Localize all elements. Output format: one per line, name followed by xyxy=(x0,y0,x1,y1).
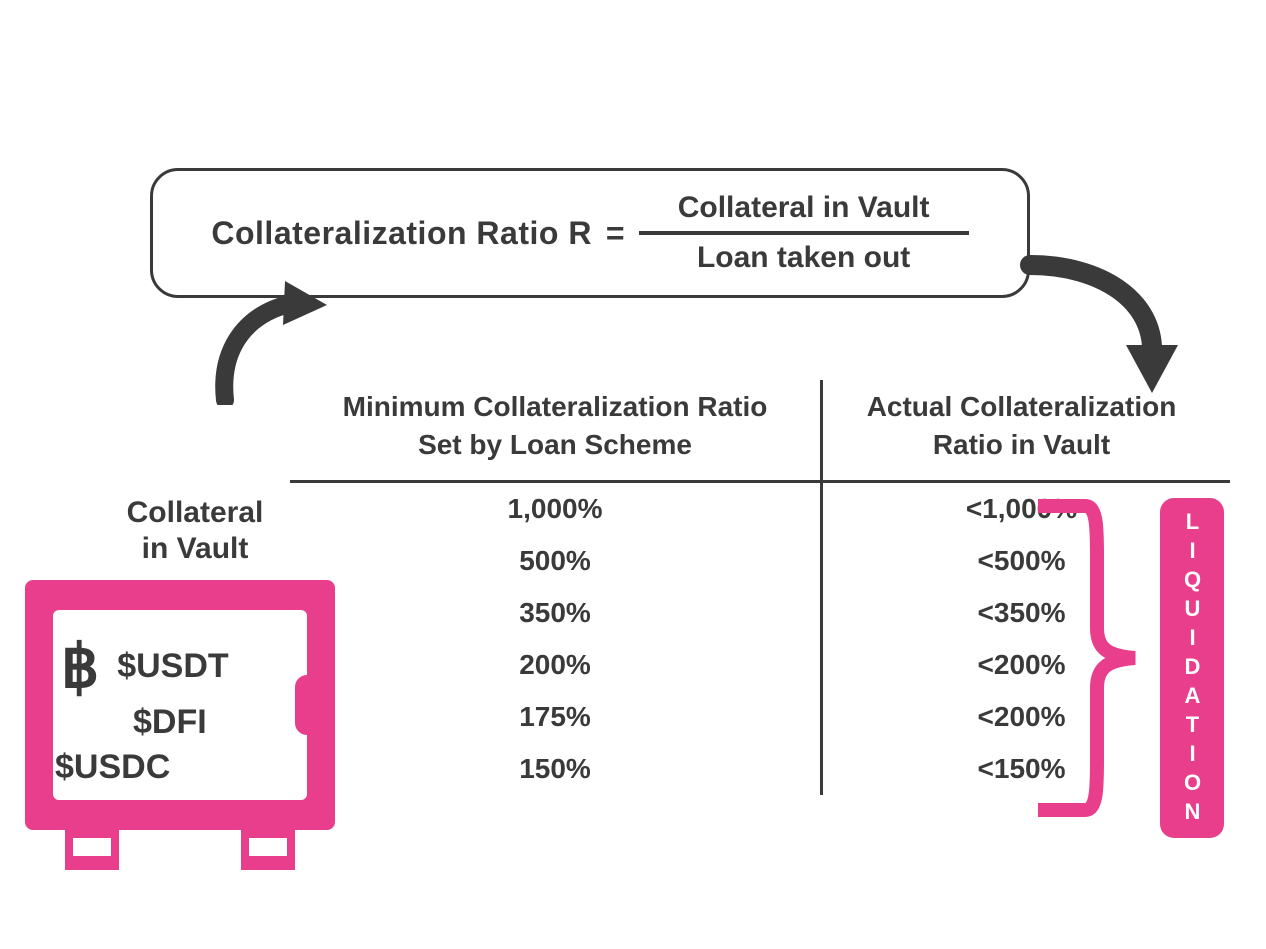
bracket-icon xyxy=(1035,498,1145,818)
formula-fraction: Collateral in Vault Loan taken out xyxy=(639,189,969,277)
cell-min: 200% xyxy=(290,639,820,691)
formula-equals: = xyxy=(606,215,625,252)
table-header-col2-line2: Ratio in Vault xyxy=(933,429,1110,460)
table-header-col2-line1: Actual Collateralization xyxy=(867,391,1177,422)
cell-min: 1,000% xyxy=(290,483,820,535)
ticker-dfi: $DFI xyxy=(133,703,207,742)
diagram-stage: Collateralization Ratio R = Collateral i… xyxy=(0,0,1266,949)
vault-row-2: $DFI xyxy=(55,703,315,742)
cell-min: 350% xyxy=(290,587,820,639)
liquidation-label: LIQUIDATION xyxy=(1179,509,1205,828)
formula-numerator: Collateral in Vault xyxy=(672,189,936,227)
vault-contents: ฿ $USDT $DFI $USDC xyxy=(55,614,315,809)
liquidation-badge: LIQUIDATION xyxy=(1160,498,1224,838)
cell-min: 175% xyxy=(290,691,820,743)
bitcoin-icon: ฿ xyxy=(61,637,99,697)
formula-denominator: Loan taken out xyxy=(691,239,916,277)
table-header-col1-line1: Minimum Collateralization Ratio xyxy=(343,391,768,422)
table-header-col1-line2: Set by Loan Scheme xyxy=(418,429,692,460)
vault-row-1: ฿ $USDT xyxy=(55,637,315,697)
cell-min: 500% xyxy=(290,535,820,587)
formula-lhs: Collateralization Ratio R xyxy=(211,215,592,252)
cell-min: 150% xyxy=(290,743,820,795)
vault-title: Collateral in Vault xyxy=(80,495,310,567)
fraction-bar xyxy=(639,231,969,235)
vault-row-3: $USDC xyxy=(55,748,315,787)
table-header-col1: Minimum Collateralization Ratio Set by L… xyxy=(290,380,820,480)
table-header-col2: Actual Collateralization Ratio in Vault xyxy=(820,380,1220,480)
vault-title-line1: Collateral xyxy=(127,496,264,529)
vault-title-line2: in Vault xyxy=(142,532,249,565)
ticker-usdt: $USDT xyxy=(117,647,228,686)
ticker-usdc: $USDC xyxy=(55,748,170,787)
table-header-row: Minimum Collateralization Ratio Set by L… xyxy=(290,380,1230,480)
